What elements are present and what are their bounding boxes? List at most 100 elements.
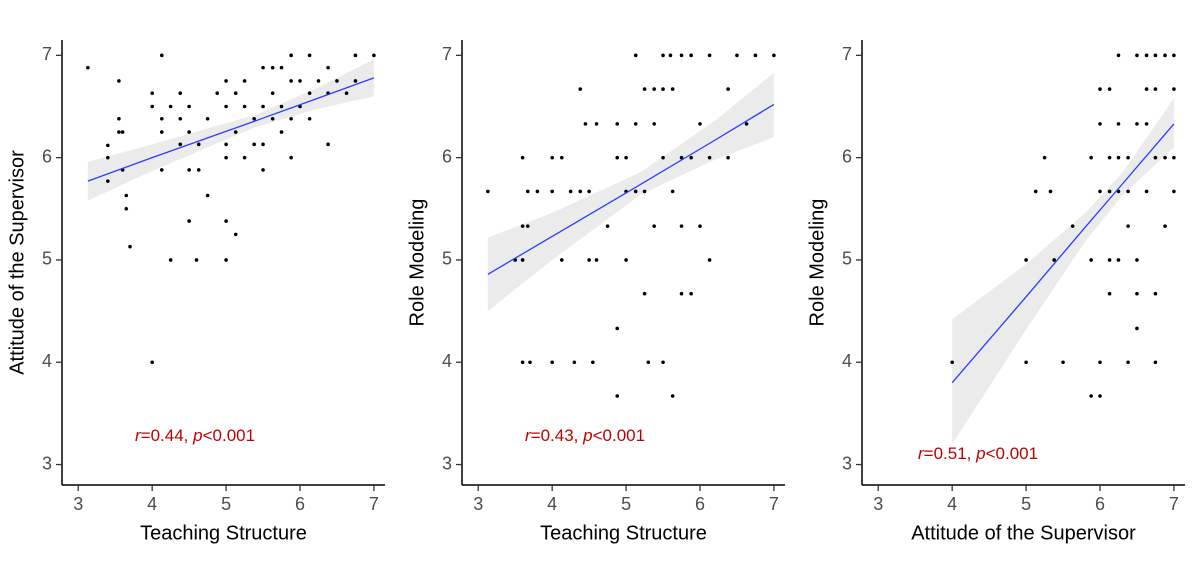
point: [279, 104, 284, 109]
point: [335, 79, 339, 83]
point: [1135, 291, 1139, 296]
y-axis-title: Role Modeling: [406, 199, 428, 327]
x-tick-label: 7: [369, 494, 379, 514]
point: [261, 65, 265, 70]
point: [1061, 360, 1065, 365]
point: [670, 189, 675, 194]
confidence-band: [952, 98, 1174, 445]
point: [1098, 360, 1102, 365]
annotation-part: p: [582, 426, 592, 445]
point: [1163, 155, 1167, 160]
point: [1107, 189, 1112, 194]
x-tick-label: 6: [295, 494, 305, 514]
y-tick-label: 3: [842, 453, 852, 473]
y-tick-label: 5: [842, 249, 852, 269]
point: [252, 116, 256, 121]
point: [1163, 224, 1167, 228]
point: [486, 189, 490, 194]
point: [1135, 53, 1139, 58]
point: [1172, 87, 1176, 91]
point: [178, 142, 183, 147]
point: [1107, 258, 1112, 262]
point: [698, 224, 702, 228]
y-tick-label: 5: [42, 249, 52, 269]
point: [1107, 155, 1112, 160]
point: [689, 155, 693, 160]
point: [1024, 360, 1028, 365]
point: [1126, 224, 1130, 228]
point: [661, 360, 665, 365]
point: [178, 116, 183, 121]
point: [353, 53, 358, 58]
point: [572, 360, 577, 365]
point: [594, 258, 599, 262]
point: [205, 116, 210, 121]
point: [372, 53, 376, 58]
x-tick-label: 4: [947, 494, 957, 514]
point: [578, 189, 583, 194]
point: [150, 104, 154, 109]
point: [535, 189, 540, 194]
point: [106, 155, 110, 160]
x-tick-label: 3: [73, 494, 83, 514]
point: [1116, 53, 1121, 58]
annotation-part: <0.001: [986, 444, 1038, 463]
annotation-part: p: [192, 426, 202, 445]
point: [128, 244, 132, 249]
point: [744, 122, 749, 126]
point: [642, 189, 647, 194]
point: [289, 116, 293, 121]
annotation-part: =0.51,: [924, 444, 976, 463]
point: [772, 53, 776, 58]
point: [289, 155, 293, 160]
point: [679, 224, 684, 228]
annotation-part: <0.001: [203, 426, 255, 445]
point: [520, 224, 525, 228]
x-tick-label: 7: [769, 494, 779, 514]
point: [950, 360, 954, 365]
point: [159, 116, 164, 121]
point: [670, 394, 675, 398]
point: [1144, 87, 1149, 91]
annotation-part: p: [975, 444, 985, 463]
point: [242, 79, 247, 83]
point: [661, 155, 665, 160]
point: [298, 79, 302, 83]
point: [1163, 53, 1167, 58]
point: [1153, 360, 1158, 365]
x-tick-label: 4: [147, 494, 157, 514]
y-tick-label: 6: [42, 146, 52, 166]
point: [1107, 87, 1112, 91]
point: [261, 142, 265, 147]
point: [1116, 155, 1121, 160]
point: [1024, 258, 1028, 262]
point: [168, 104, 173, 109]
point: [224, 258, 228, 262]
point: [668, 53, 673, 58]
point: [624, 258, 628, 262]
regression-line: [87, 77, 375, 182]
point: [1089, 258, 1093, 262]
point: [224, 104, 228, 109]
point: [587, 189, 591, 194]
point: [242, 155, 247, 160]
point: [1070, 224, 1075, 228]
y-tick-label: 4: [442, 351, 452, 371]
point: [1153, 53, 1158, 58]
point: [1153, 87, 1158, 91]
point: [270, 65, 275, 70]
point: [120, 130, 125, 134]
regression-line: [487, 103, 775, 275]
point: [224, 142, 228, 147]
point: [550, 155, 554, 160]
point: [124, 193, 129, 198]
point: [1135, 122, 1139, 126]
point: [624, 155, 628, 160]
y-tick-label: 4: [842, 351, 852, 371]
point: [86, 65, 90, 70]
point: [679, 155, 684, 160]
annotation-part: r: [135, 426, 142, 445]
point: [1098, 87, 1102, 91]
point: [117, 79, 121, 83]
point: [652, 224, 656, 228]
